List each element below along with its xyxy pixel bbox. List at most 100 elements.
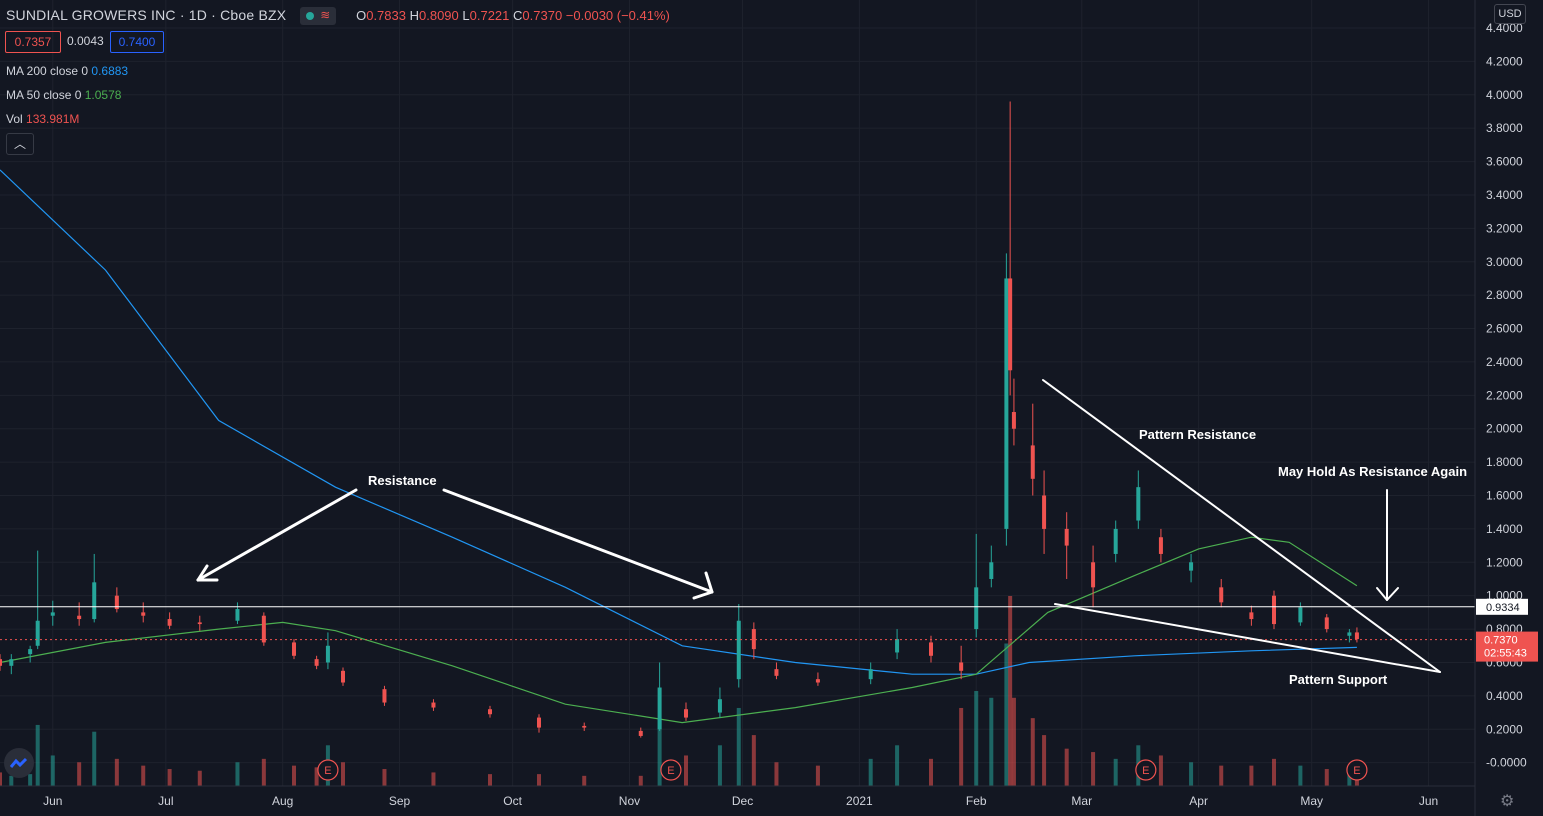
candle-body[interactable] xyxy=(638,730,643,736)
candle-body[interactable] xyxy=(1272,595,1276,625)
indicator-ma200[interactable]: MA 200 close 0 0.6883 xyxy=(6,64,128,78)
candle-body[interactable] xyxy=(989,562,994,579)
annotation-label[interactable]: May Hold As Resistance Again xyxy=(1278,464,1467,479)
candle-body[interactable] xyxy=(582,725,587,728)
candle-body[interactable] xyxy=(537,717,541,728)
candle-body[interactable] xyxy=(77,615,82,620)
volume-bar xyxy=(314,767,319,786)
candle-body[interactable] xyxy=(1249,612,1254,620)
time-tick-label: Feb xyxy=(966,794,987,808)
earnings-marker[interactable] xyxy=(1346,759,1368,781)
candle-body[interactable] xyxy=(114,595,119,610)
arrowhead[interactable] xyxy=(692,590,714,600)
bid-price[interactable]: 0.7357 xyxy=(5,31,61,53)
candle-body[interactable] xyxy=(197,622,202,625)
price-axis[interactable]: 4.4000 4.2000 4.0000 3.8000 3.6000 3.4000 3.20… xyxy=(1474,0,1543,816)
candle-body[interactable] xyxy=(717,699,722,713)
ask-price[interactable]: 0.7400 xyxy=(110,31,164,53)
arrowhead[interactable] xyxy=(704,571,714,594)
pattern-support-line[interactable] xyxy=(1054,603,1441,673)
candle-body[interactable] xyxy=(736,620,741,680)
candle-body[interactable] xyxy=(92,582,97,620)
currency-button[interactable]: USD xyxy=(1494,4,1526,24)
status-indicator[interactable]: ≋ xyxy=(300,7,337,26)
candle-body[interactable] xyxy=(167,619,172,626)
price-tick-label: 4.2000 xyxy=(1486,54,1523,68)
annotation-label[interactable]: Pattern Support xyxy=(1289,672,1388,687)
candle-body[interactable] xyxy=(815,679,820,683)
arrowhead[interactable] xyxy=(1386,587,1399,601)
arrowhead[interactable] xyxy=(1376,587,1388,601)
earnings-marker[interactable] xyxy=(660,759,682,781)
candle-body[interactable] xyxy=(325,645,330,663)
candle-body[interactable] xyxy=(895,639,900,653)
volume-bar xyxy=(582,775,587,786)
price-tick-label: 1.4000 xyxy=(1486,522,1523,536)
candle-body[interactable] xyxy=(959,662,964,671)
candle-body[interactable] xyxy=(1136,487,1141,521)
candle-body[interactable] xyxy=(1042,495,1047,529)
candle-body[interactable] xyxy=(292,642,296,656)
resistance-arrow-left[interactable] xyxy=(196,488,358,582)
candle-body[interactable] xyxy=(35,620,40,646)
candle-body[interactable] xyxy=(1011,412,1016,429)
candle-body[interactable] xyxy=(235,609,240,621)
candle-body[interactable] xyxy=(1324,617,1329,630)
indicator-volume[interactable]: Vol 133.981M xyxy=(6,112,79,126)
candle-body[interactable] xyxy=(1008,278,1013,371)
candle-body[interactable] xyxy=(974,587,979,630)
candle-body[interactable] xyxy=(1091,562,1096,588)
low-value: 0.7221 xyxy=(469,8,510,23)
candle-body[interactable] xyxy=(261,615,266,643)
candle-body[interactable] xyxy=(1347,632,1352,636)
earnings-marker[interactable] xyxy=(1135,759,1157,781)
candle-body[interactable] xyxy=(0,659,2,666)
candle-body[interactable] xyxy=(488,709,492,715)
candle-body[interactable] xyxy=(774,669,779,676)
candle-body[interactable] xyxy=(314,659,319,666)
candle-body[interactable] xyxy=(28,649,33,655)
candle-body[interactable] xyxy=(1113,528,1118,554)
earnings-marker-label: E xyxy=(1353,765,1360,777)
candle-body[interactable] xyxy=(868,669,873,680)
candles[interactable] xyxy=(0,101,1359,738)
time-axis[interactable]: Jun Jul Aug Sep Oct Nov Dec 2021 Feb Mar Apr May Jun xyxy=(0,785,1475,808)
gear-icon[interactable]: ⚙ xyxy=(1500,793,1515,810)
candle-body[interactable] xyxy=(929,642,933,656)
chevron-up-icon[interactable]: ︿ xyxy=(6,133,34,155)
candle-body[interactable] xyxy=(684,709,688,718)
candle-body[interactable] xyxy=(431,702,436,708)
resistance-arrow-right[interactable] xyxy=(442,488,714,594)
candle-body[interactable] xyxy=(1298,607,1303,623)
candle-body[interactable] xyxy=(1189,562,1194,571)
candle-body[interactable] xyxy=(1158,537,1163,554)
arrowhead[interactable] xyxy=(196,564,209,582)
volume-bar xyxy=(815,765,820,786)
candle-body[interactable] xyxy=(9,659,14,666)
candle-body[interactable] xyxy=(1030,445,1035,479)
tradingview-logo-icon[interactable] xyxy=(4,748,34,778)
candle-body[interactable] xyxy=(1004,278,1009,529)
candle-body[interactable] xyxy=(382,689,387,703)
time-tick-label: Mar xyxy=(1071,794,1092,808)
candle-body[interactable] xyxy=(657,687,662,730)
candle-body[interactable] xyxy=(1219,587,1224,603)
pattern-resistance-line[interactable] xyxy=(1042,379,1441,673)
indicator-ma50[interactable]: MA 50 close 0 1.0578 xyxy=(6,88,121,102)
candle-body[interactable] xyxy=(50,612,55,616)
annotation-label[interactable]: Pattern Resistance xyxy=(1139,427,1256,442)
indicator-label: Vol xyxy=(6,112,23,126)
annotation-drawings[interactable]: E E E E Resistance Pattern Resistance May Hold… xyxy=(0,379,1475,781)
candle-body[interactable] xyxy=(141,612,146,616)
annotation-label[interactable]: Resistance xyxy=(368,473,437,488)
candle-body[interactable] xyxy=(751,629,756,650)
volume-bar xyxy=(261,758,266,786)
symbol-title[interactable]: SUNDIAL GROWERS INC · 1D · Cboe BZX xyxy=(6,7,287,23)
candle-body[interactable] xyxy=(341,670,345,683)
candle-body[interactable] xyxy=(1064,528,1069,546)
change-value: −0.0030 (−0.41%) xyxy=(565,8,670,23)
candle-body[interactable] xyxy=(1354,632,1359,640)
volume-bar xyxy=(197,770,202,786)
earnings-marker[interactable] xyxy=(317,759,339,781)
